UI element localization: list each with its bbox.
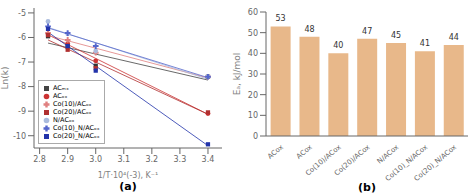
svg-text:60: 60: [248, 8, 258, 17]
svg-text:3.4: 3.4: [202, 155, 215, 164]
html-text:ACₒₓ: ACₒₓ: [53, 92, 68, 100]
svg-text:48: 48: [304, 25, 314, 34]
svg-text:10: 10: [248, 111, 258, 120]
svg-text:-5: -5: [18, 9, 26, 18]
svg-text:2.8: 2.8: [33, 155, 46, 164]
html-text:ACₘₓ: ACₘₓ: [53, 84, 69, 92]
svg-text:N/ACox: N/ACox: [376, 143, 401, 165]
svg-text:50: 50: [248, 29, 258, 38]
html-text:Co(20)/ACₒₓ: Co(20)/ACₒₓ: [53, 108, 92, 116]
svg-text:3.3: 3.3: [174, 155, 187, 164]
html-text:(a): (a): [119, 180, 137, 193]
svg-text:0: 0: [253, 132, 258, 141]
html-text:N/ACₒₓ: N/ACₒₓ: [53, 116, 75, 124]
svg-text:Co(20)_N/ACox: Co(20)_N/ACox: [413, 143, 458, 183]
svg-text:40: 40: [333, 41, 343, 50]
svg-text:45: 45: [391, 31, 401, 40]
svg-text:-7: -7: [18, 58, 26, 67]
svg-text:2.9: 2.9: [61, 155, 74, 164]
svg-text:Co(20)/ACox: Co(20)/ACox: [333, 143, 372, 177]
svg-text:Co(10)_N/ACox: Co(10)_N/ACox: [383, 143, 430, 183]
svg-text:40: 40: [248, 49, 258, 58]
svg-text:20: 20: [248, 91, 258, 100]
html-text:Co(10)/ACₒₓ: Co(10)/ACₒₓ: [53, 100, 92, 108]
svg-text:3.2: 3.2: [145, 155, 158, 164]
svg-text:-10: -10: [13, 132, 26, 141]
svg-text:53: 53: [276, 14, 286, 23]
svg-text:ACox: ACox: [266, 143, 285, 161]
svg-text:3.0: 3.0: [89, 155, 102, 164]
html-text:(b): (b): [358, 181, 376, 194]
svg-text:ACox: ACox: [295, 143, 314, 161]
svg-text:47: 47: [362, 27, 372, 36]
svg-text:-9: -9: [18, 107, 26, 116]
svg-text:-6: -6: [18, 33, 26, 42]
svg-text:Eₐ, kJ/mol: Eₐ, kJ/mol: [232, 53, 242, 96]
html-text:Co(20)_N/ACₒₓ: Co(20)_N/ACₒₓ: [53, 132, 100, 140]
svg-text:3.1: 3.1: [117, 155, 130, 164]
svg-text:-8: -8: [18, 82, 26, 91]
svg-text:30: 30: [248, 70, 258, 79]
svg-text:41: 41: [420, 39, 430, 48]
svg-text:Ln(k): Ln(k): [8, 67, 10, 90]
svg-text:44: 44: [449, 33, 459, 42]
svg-text:Co(10)/ACox: Co(10)/ACox: [304, 143, 343, 178]
svg-text:1/T·10⁴(-3), K⁻¹: 1/T·10⁴(-3), K⁻¹: [98, 171, 159, 180]
html-text:Co(10)_N/ACₒₓ: Co(10)_N/ACₒₓ: [53, 124, 100, 132]
